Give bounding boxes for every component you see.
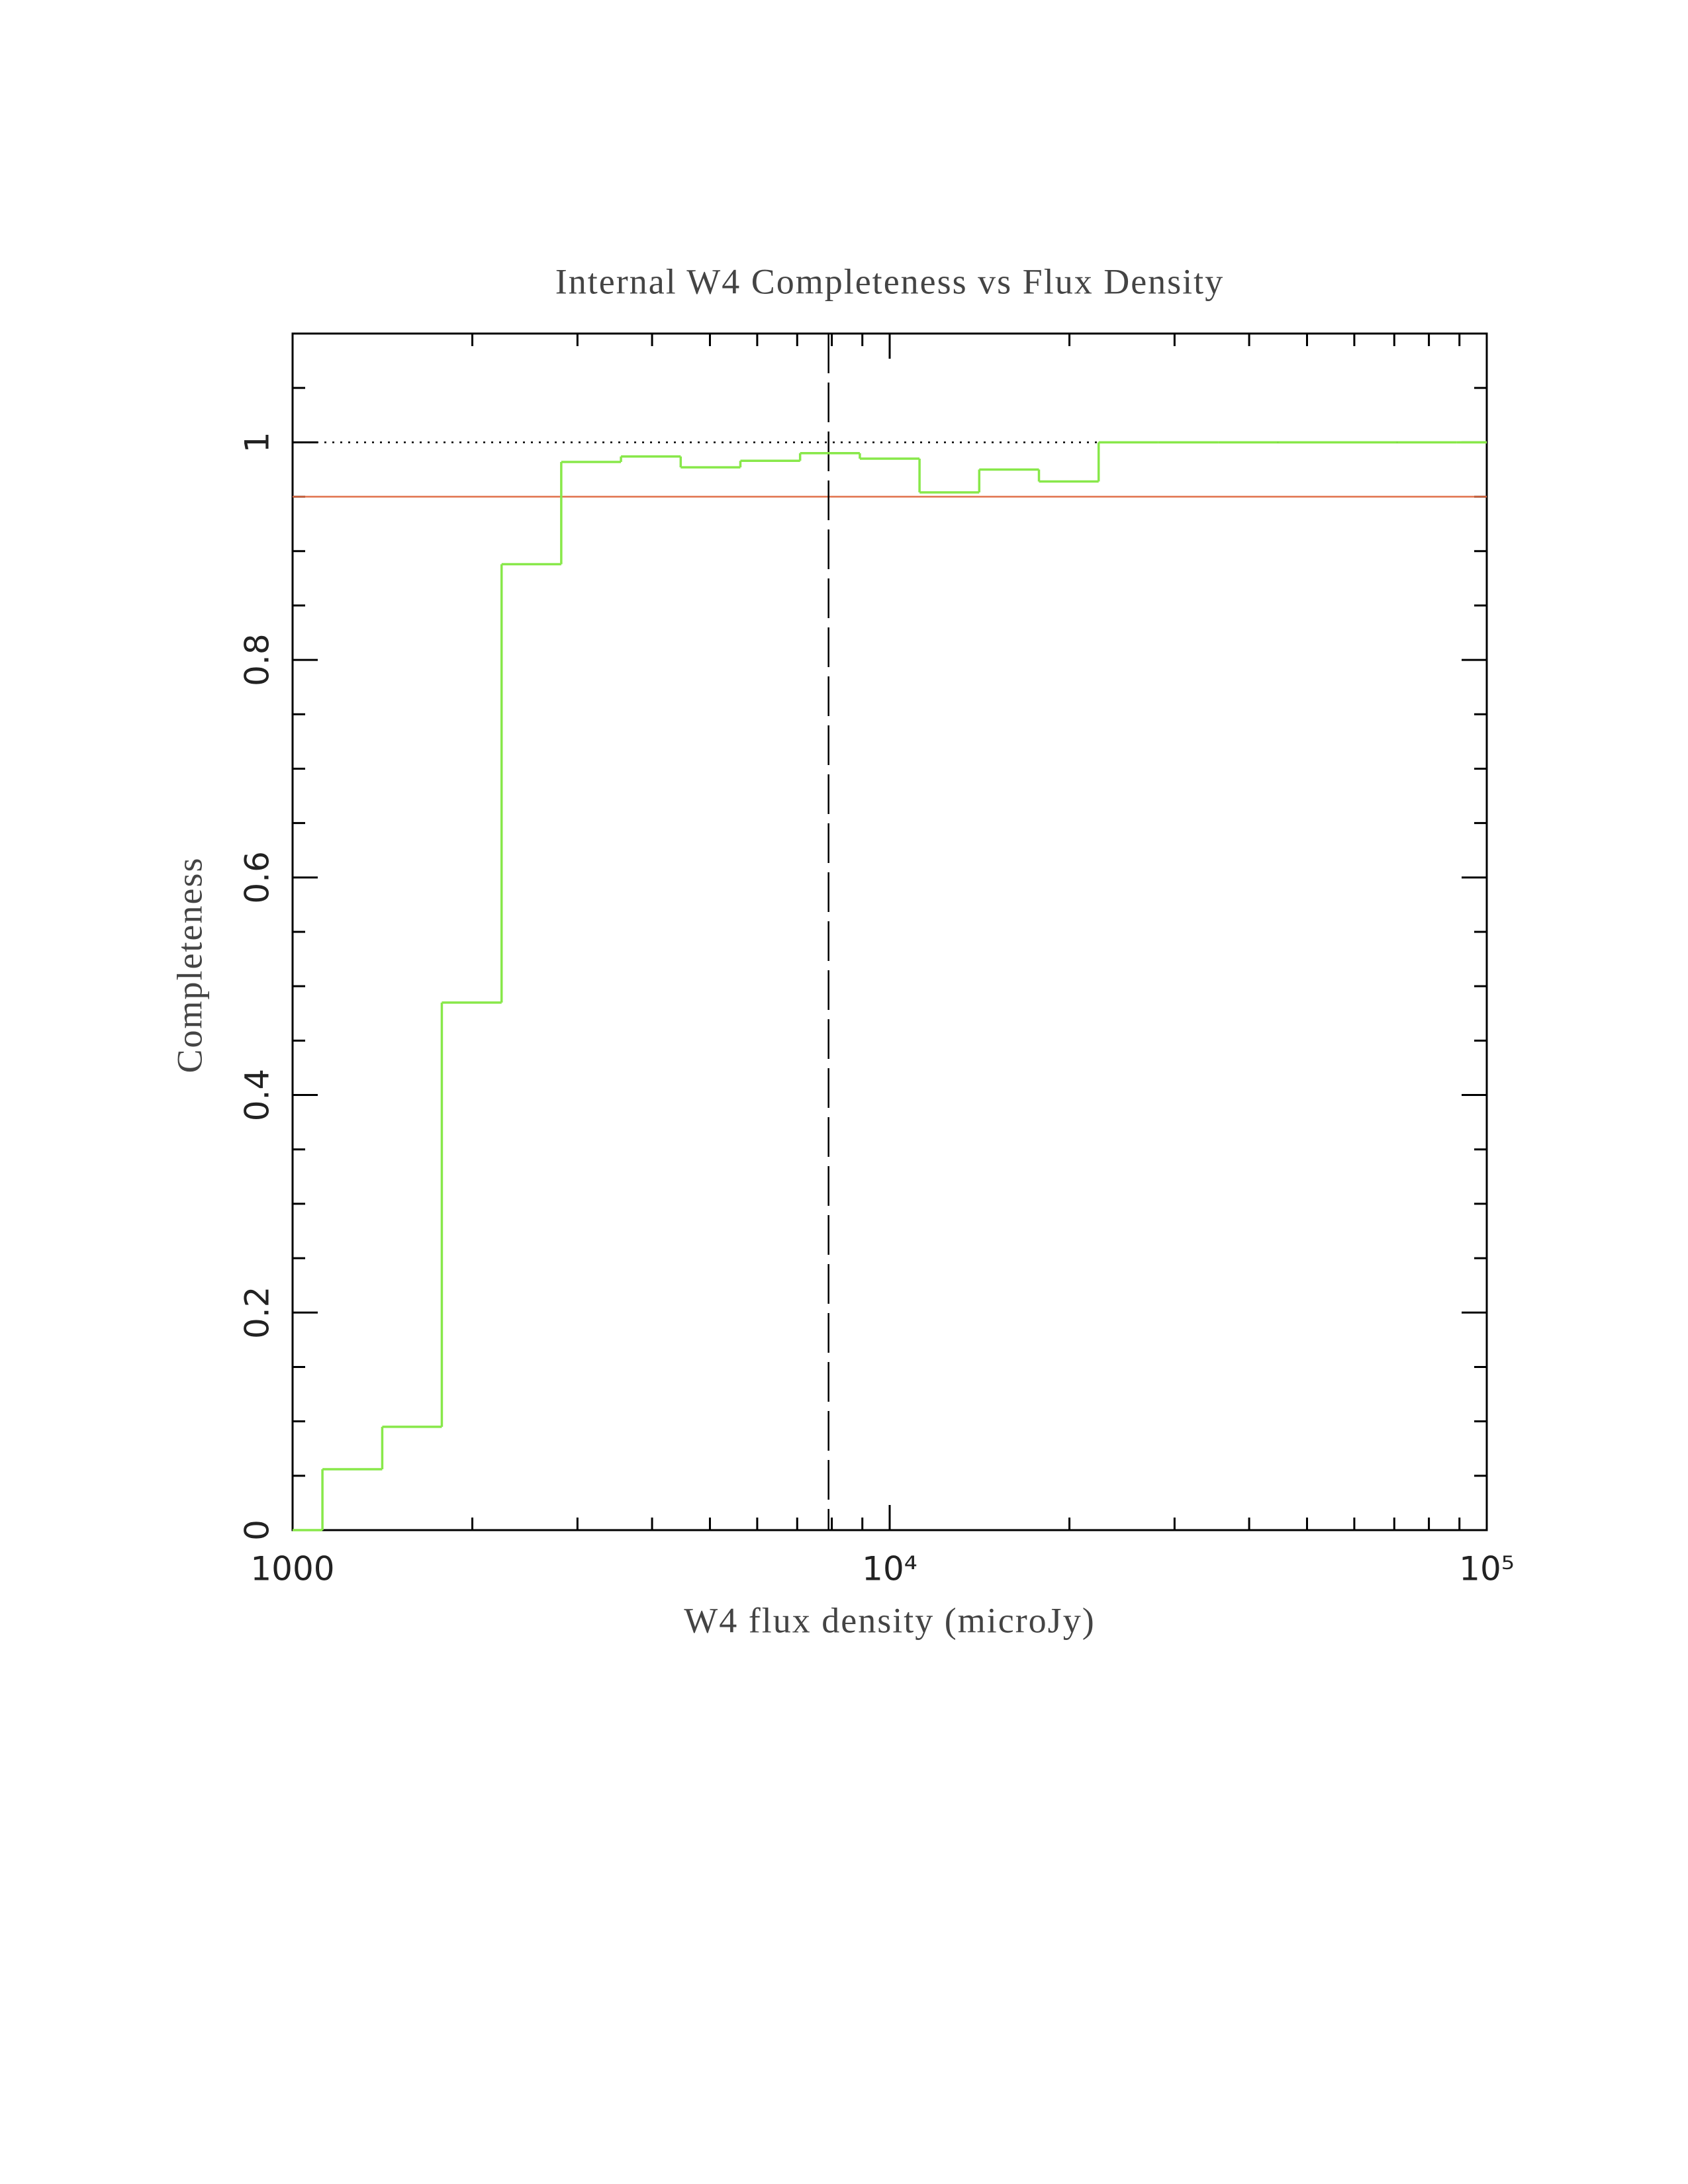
y-tick-label: 0	[238, 1520, 277, 1541]
y-tick-label: 1	[238, 432, 277, 453]
y-tick-label: 0.4	[238, 1069, 277, 1122]
plot-frame	[291, 332, 1488, 1531]
y-tick-label: 0.6	[238, 851, 277, 904]
x-axis-label: W4 flux density (microJy)	[684, 1600, 1095, 1640]
x-tick-label: 1000	[250, 1550, 334, 1588]
x-tick-label: 10⁴	[862, 1550, 917, 1588]
y-axis-label: Completeness	[169, 857, 209, 1073]
x-tick-label: 10⁵	[1459, 1550, 1515, 1588]
y-tick-label: 0.2	[238, 1287, 277, 1340]
chart-title: Internal W4 Completeness vs Flux Density	[555, 261, 1224, 301]
y-tick-label: 0.8	[238, 633, 277, 686]
